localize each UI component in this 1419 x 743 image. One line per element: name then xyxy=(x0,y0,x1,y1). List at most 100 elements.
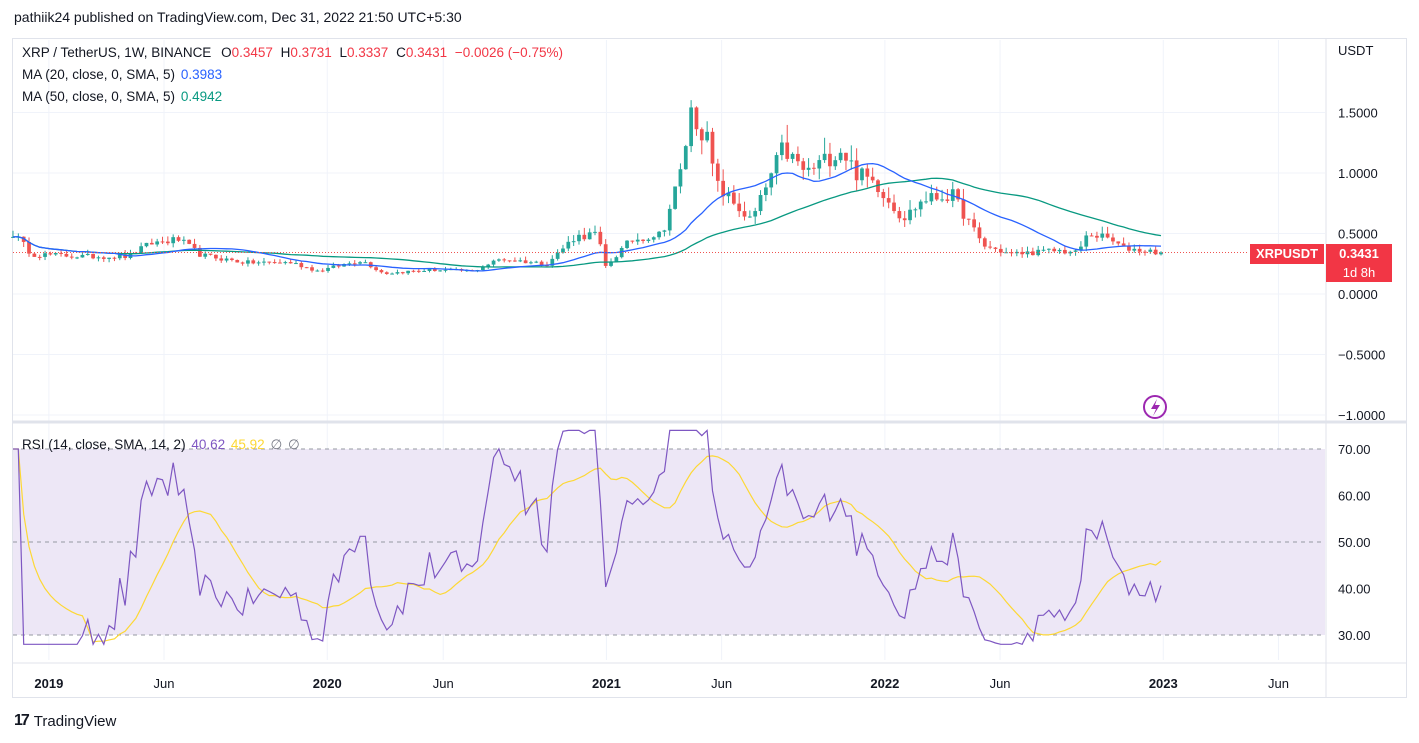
x-tick-label: Jun xyxy=(990,676,1011,691)
candle-body xyxy=(443,269,448,271)
candle-body xyxy=(1159,252,1163,255)
y-tick-label: 0.0000 xyxy=(1338,287,1378,302)
x-tick-label: 2020 xyxy=(313,676,342,691)
rsi-legend: RSI (14, close, SMA, 14, 2) 40.62 45.92 … xyxy=(22,437,300,453)
rsi-tick-label: 70.00 xyxy=(1338,442,1371,457)
candle-body xyxy=(673,186,677,209)
price-tag-symbol: XRPUSDT xyxy=(1250,244,1324,264)
candle-body xyxy=(956,189,960,200)
candle-body xyxy=(1127,245,1131,251)
low-value: 0.3337 xyxy=(347,45,389,60)
candle-body xyxy=(1089,235,1094,237)
candle-body xyxy=(838,152,843,161)
candle-body xyxy=(155,241,160,245)
y-tick-label: −1.0000 xyxy=(1338,408,1385,423)
candle-body xyxy=(833,160,838,167)
candle-body xyxy=(881,192,886,199)
rsi-tick-label: 60.00 xyxy=(1338,489,1371,504)
ohlc-legend: XRP / TetherUS, 1W, BINANCE O0.3457 H0.3… xyxy=(22,45,563,60)
x-tick-label: 2022 xyxy=(870,676,899,691)
candle-body xyxy=(27,241,31,254)
candle-body xyxy=(657,231,661,238)
candle-body xyxy=(352,263,357,265)
candle-body xyxy=(929,193,934,202)
candle-body xyxy=(694,107,699,130)
candle-body xyxy=(646,239,651,242)
candle-body xyxy=(902,218,907,221)
candle-body xyxy=(1047,248,1051,250)
candle-body xyxy=(667,208,672,231)
candle-body xyxy=(934,193,939,200)
candle-body xyxy=(806,167,811,170)
candle-body xyxy=(1073,250,1078,252)
price-tag-value: 0.3431 xyxy=(1326,244,1392,264)
footer-brand[interactable]: 17 TradingView xyxy=(14,712,116,730)
open-value: 0.3457 xyxy=(231,45,273,60)
candle-body xyxy=(1095,235,1099,238)
candle-body xyxy=(1121,243,1126,246)
y-tick-label: −0.5000 xyxy=(1338,348,1385,363)
candle-body xyxy=(988,246,993,248)
candle-body xyxy=(555,252,560,259)
close-value: 0.3431 xyxy=(405,45,448,60)
y-tick-label: 1.5000 xyxy=(1338,106,1378,121)
candle-body xyxy=(940,199,944,201)
candle-body xyxy=(181,239,186,241)
candle-body xyxy=(486,264,491,268)
ma50-value: 0.4942 xyxy=(180,89,223,104)
candle-body xyxy=(101,257,106,259)
candle-body xyxy=(43,253,47,257)
candle-body xyxy=(849,160,854,162)
candle-body xyxy=(726,192,731,197)
candle-body xyxy=(422,270,427,272)
candle-body xyxy=(630,240,635,242)
candle-body xyxy=(310,267,314,271)
candle-body xyxy=(246,260,250,264)
candle-body xyxy=(1041,249,1046,251)
candle-body xyxy=(165,241,170,244)
candle-body xyxy=(822,153,827,161)
x-tick-label: Jun xyxy=(1268,676,1289,691)
candle-body xyxy=(224,258,229,261)
rsi-ma-line xyxy=(13,448,1162,643)
candle-body xyxy=(1052,248,1057,252)
rsi-extra-2: ∅ xyxy=(287,437,300,452)
candle-body xyxy=(187,239,192,244)
candle-body xyxy=(774,155,779,174)
candle-body xyxy=(801,161,806,170)
candle-body xyxy=(683,146,688,170)
candle-body xyxy=(651,237,656,240)
candle-body xyxy=(283,262,288,264)
candle-body xyxy=(758,195,763,212)
candle-body xyxy=(982,238,987,247)
candle-body xyxy=(817,160,822,169)
candle-body xyxy=(107,257,111,259)
brand-name: TradingView xyxy=(33,712,117,730)
candle-body xyxy=(1014,251,1019,254)
candle-body xyxy=(918,201,923,210)
candle-body xyxy=(972,219,976,228)
rsi-line xyxy=(13,429,1162,647)
x-tick-label: 2023 xyxy=(1149,676,1178,691)
candle-body xyxy=(689,107,693,147)
candle-body xyxy=(1079,246,1083,251)
candle-body xyxy=(742,211,747,217)
candle-body xyxy=(1132,248,1137,251)
candle-body xyxy=(790,153,795,159)
candle-body xyxy=(230,258,234,260)
x-tick-label: 2019 xyxy=(34,676,63,691)
candle-body xyxy=(785,142,790,159)
chart-frame xyxy=(12,38,1407,698)
candle-body xyxy=(550,258,555,266)
candle-body xyxy=(326,267,330,271)
candle-body xyxy=(876,180,880,193)
candle-body xyxy=(69,256,74,258)
candle-body xyxy=(262,261,266,263)
candle-body xyxy=(37,256,42,258)
ma50-line xyxy=(12,177,1162,268)
close-label: C xyxy=(396,45,406,60)
candle-body xyxy=(502,259,507,261)
candle-body xyxy=(1009,252,1014,254)
candle-body xyxy=(497,259,501,261)
